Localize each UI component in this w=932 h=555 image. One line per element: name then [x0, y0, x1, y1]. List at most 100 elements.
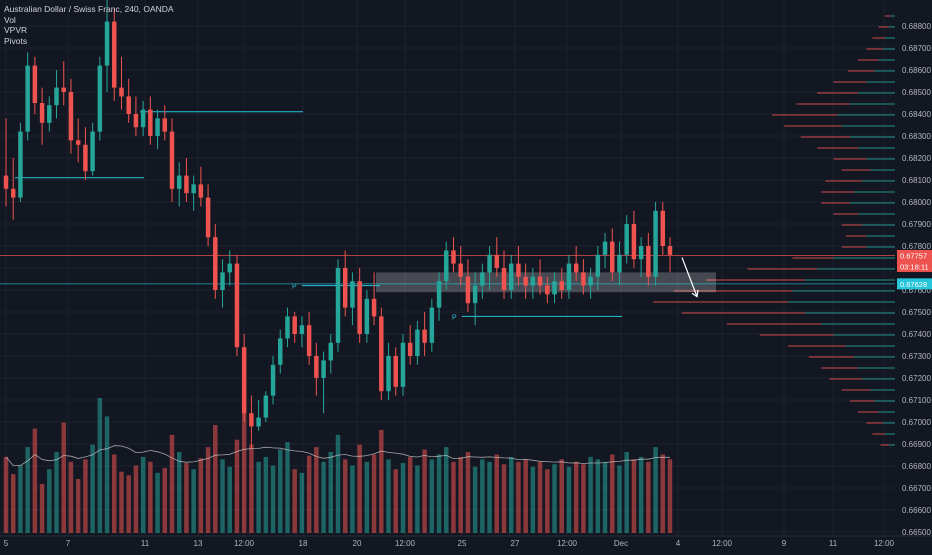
- volume-bar: [537, 461, 543, 533]
- candle-body: [566, 263, 572, 290]
- candle-body: [523, 276, 528, 286]
- vpvr-bar-down: [825, 180, 863, 182]
- volume-bar: [350, 465, 355, 533]
- vpvr-bar-up: [866, 246, 895, 248]
- vpvr-bar-down: [872, 37, 885, 39]
- candle-body: [501, 268, 507, 290]
- vpvr-bar-up: [833, 334, 895, 336]
- volume-ma-line: [5, 445, 670, 466]
- volume-bar: [610, 454, 615, 533]
- volume-bar: [653, 447, 658, 533]
- price-axis-label: 0.67800: [902, 242, 931, 251]
- volume-bar: [191, 469, 196, 533]
- candle-body: [429, 307, 435, 343]
- candle-body: [104, 21, 110, 66]
- vpvr-bar-up: [788, 301, 895, 303]
- vpvr-bar-down: [653, 301, 789, 303]
- candle-body: [653, 210, 658, 277]
- price-axis-label: 0.67300: [902, 352, 931, 361]
- vpvr-bar-up: [878, 411, 895, 413]
- candle-body: [61, 87, 66, 92]
- vpvr-bar-down: [784, 125, 842, 127]
- candle-body: [573, 263, 579, 273]
- volume-bar: [400, 463, 406, 533]
- candle-body: [234, 263, 240, 348]
- vpvr-bar-up: [858, 92, 895, 94]
- vpvr-bar-down: [866, 48, 883, 50]
- volume-bar: [573, 461, 579, 533]
- candle-body: [472, 285, 478, 304]
- volume-bar: [624, 452, 629, 533]
- indicator-pivots[interactable]: Pivots: [4, 35, 28, 46]
- volume-bar: [249, 444, 254, 533]
- candle-body: [350, 281, 355, 308]
- time-axis-label: 25: [458, 539, 467, 548]
- symbol-title[interactable]: Australian Dollar / Swiss Franc, 240, OA…: [4, 4, 174, 14]
- candle-body: [270, 364, 276, 396]
- vpvr-bar-down: [833, 81, 867, 83]
- price-axis-label: 0.68100: [902, 176, 931, 185]
- vpvr-bar-down: [808, 356, 854, 358]
- vpvr-bar-down: [706, 279, 805, 281]
- chart-legend: Australian Dollar / Swiss Franc, 240, OA…: [4, 4, 174, 46]
- candle-body: [241, 347, 247, 414]
- candle-body: [321, 360, 326, 378]
- indicator-vol[interactable]: Vol: [4, 14, 16, 25]
- volume-bar: [162, 467, 168, 533]
- vpvr-bar-down: [772, 114, 838, 116]
- candle-body: [581, 272, 586, 286]
- volume-bar: [638, 456, 644, 533]
- price-axis-label: 0.67600: [902, 286, 931, 295]
- time-axis-label: 12:00: [712, 539, 733, 548]
- volume-bar: [660, 454, 666, 533]
- vpvr-bar-down: [673, 290, 793, 292]
- volume-bar: [32, 428, 38, 533]
- candle-body: [415, 329, 420, 356]
- time-axis-label: 12:00: [234, 539, 255, 548]
- indicator-vpvr[interactable]: VPVR: [4, 25, 28, 35]
- volume-bar: [68, 461, 74, 533]
- vpvr-bar-up: [804, 312, 895, 314]
- candle-body: [176, 175, 182, 189]
- candle-body: [494, 254, 500, 268]
- vpvr-bar-down: [841, 224, 863, 226]
- candle-body: [480, 272, 485, 286]
- vpvr-bar-up: [890, 15, 895, 17]
- candle-body: [660, 210, 666, 246]
- vpvr-bar-down: [788, 345, 846, 347]
- candle-body: [90, 131, 95, 172]
- time-axis-label: 4: [676, 539, 681, 548]
- price-axis-label: 0.68400: [902, 110, 931, 119]
- candle-body: [213, 237, 218, 290]
- time-axis-label: 9: [782, 539, 787, 548]
- volume-bar: [54, 452, 59, 533]
- volume-bar: [393, 469, 398, 533]
- candle-body: [610, 241, 615, 273]
- vpvr-bar-up: [858, 367, 895, 369]
- last-price-tag-bg: [897, 249, 932, 261]
- candle-body: [458, 263, 463, 277]
- vpvr-bar-down: [872, 433, 885, 435]
- volume-bar: [342, 459, 348, 533]
- candle-body: [617, 254, 622, 273]
- candle-body: [47, 105, 52, 123]
- volume-bar: [3, 456, 9, 533]
- candle-body: [112, 21, 117, 88]
- vpvr-bar-down: [796, 103, 850, 105]
- vpvr-bar-down: [681, 312, 805, 314]
- vpvr-bar-up: [878, 59, 895, 61]
- vpvr-bar-up: [817, 268, 895, 270]
- candle-body: [357, 281, 362, 334]
- candle-body: [646, 246, 651, 277]
- candle-body: [393, 356, 398, 387]
- volume-bar: [220, 459, 225, 533]
- volume-bar: [112, 454, 117, 533]
- vpvr-bar-up: [884, 433, 895, 435]
- vpvr-bar-up: [874, 400, 895, 402]
- candle-body: [631, 224, 637, 260]
- volume-bar: [602, 461, 608, 533]
- candle-body: [306, 325, 312, 356]
- vpvr-bar-up: [882, 48, 895, 50]
